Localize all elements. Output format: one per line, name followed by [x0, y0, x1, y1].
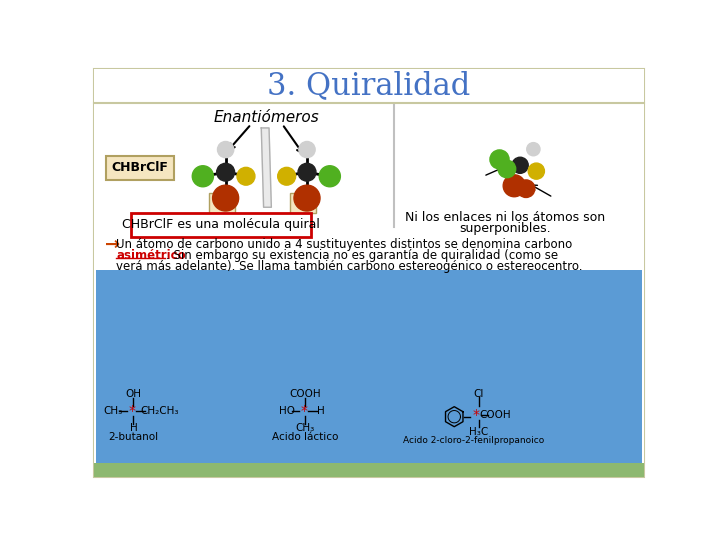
Circle shape: [212, 185, 238, 211]
Text: verá más adelante). Se llama también carbono estereogénico o estereocentro.: verá más adelante). Se llama también car…: [117, 260, 583, 273]
Text: CH₃: CH₃: [296, 423, 315, 433]
Bar: [94, 103, 644, 463]
Circle shape: [217, 141, 234, 158]
Text: COOH: COOH: [289, 389, 321, 400]
Circle shape: [498, 160, 516, 178]
Circle shape: [527, 143, 540, 156]
Circle shape: [503, 175, 526, 197]
Text: Cl: Cl: [474, 389, 485, 399]
Circle shape: [192, 166, 213, 187]
FancyBboxPatch shape: [106, 157, 174, 179]
Bar: [96, 271, 642, 463]
Text: *: *: [472, 408, 480, 422]
Circle shape: [237, 167, 255, 185]
Text: asimétrico: asimétrico: [117, 249, 186, 262]
Text: COOH: COOH: [480, 410, 511, 420]
Text: →: →: [106, 236, 121, 254]
Circle shape: [319, 166, 341, 187]
Text: HO: HO: [279, 406, 295, 416]
Text: H₃C: H₃C: [469, 427, 489, 437]
Text: superponibles.: superponibles.: [459, 221, 550, 234]
Text: Enantiómeros: Enantiómeros: [214, 110, 320, 125]
Text: CH₃: CH₃: [104, 406, 123, 416]
Text: 2-butanol: 2-butanol: [108, 431, 158, 442]
Circle shape: [278, 167, 296, 185]
Circle shape: [294, 185, 320, 211]
Circle shape: [490, 150, 509, 169]
Text: CHBrClF es una molécula quiral: CHBrClF es una molécula quiral: [122, 219, 320, 232]
Circle shape: [528, 163, 544, 179]
Text: Un átomo de carbono unido a 4 sustituyentes distintos se denomina carbono: Un átomo de carbono unido a 4 sustituyen…: [117, 239, 572, 252]
Bar: [94, 463, 644, 477]
Text: Ni los enlaces ni los átomos son: Ni los enlaces ni los átomos son: [405, 211, 605, 224]
Circle shape: [299, 141, 315, 158]
Text: 3. Quiralidad: 3. Quiralidad: [267, 70, 471, 101]
Text: . Sin embargo su existencia no es garantía de quiralidad (como se: . Sin embargo su existencia no es garant…: [166, 249, 558, 262]
Circle shape: [512, 157, 528, 173]
FancyBboxPatch shape: [209, 193, 235, 213]
Circle shape: [217, 163, 235, 181]
FancyBboxPatch shape: [290, 193, 316, 213]
Bar: [94, 69, 644, 103]
Text: *: *: [128, 404, 135, 418]
Text: *: *: [300, 404, 307, 418]
Circle shape: [517, 180, 535, 198]
Text: OH: OH: [125, 389, 141, 400]
Circle shape: [298, 163, 316, 181]
Text: Acido 2-cloro-2-fenilpropanoico: Acido 2-cloro-2-fenilpropanoico: [403, 436, 544, 445]
Text: H: H: [317, 406, 325, 416]
Text: A: A: [217, 197, 227, 211]
Text: B: B: [298, 197, 308, 211]
FancyBboxPatch shape: [131, 213, 311, 237]
Polygon shape: [261, 128, 271, 207]
Text: CHBrClF: CHBrClF: [111, 161, 168, 174]
Text: CH₂CH₃: CH₂CH₃: [140, 406, 179, 416]
Text: H: H: [130, 423, 138, 433]
Text: Acido láctico: Acido láctico: [272, 431, 338, 442]
